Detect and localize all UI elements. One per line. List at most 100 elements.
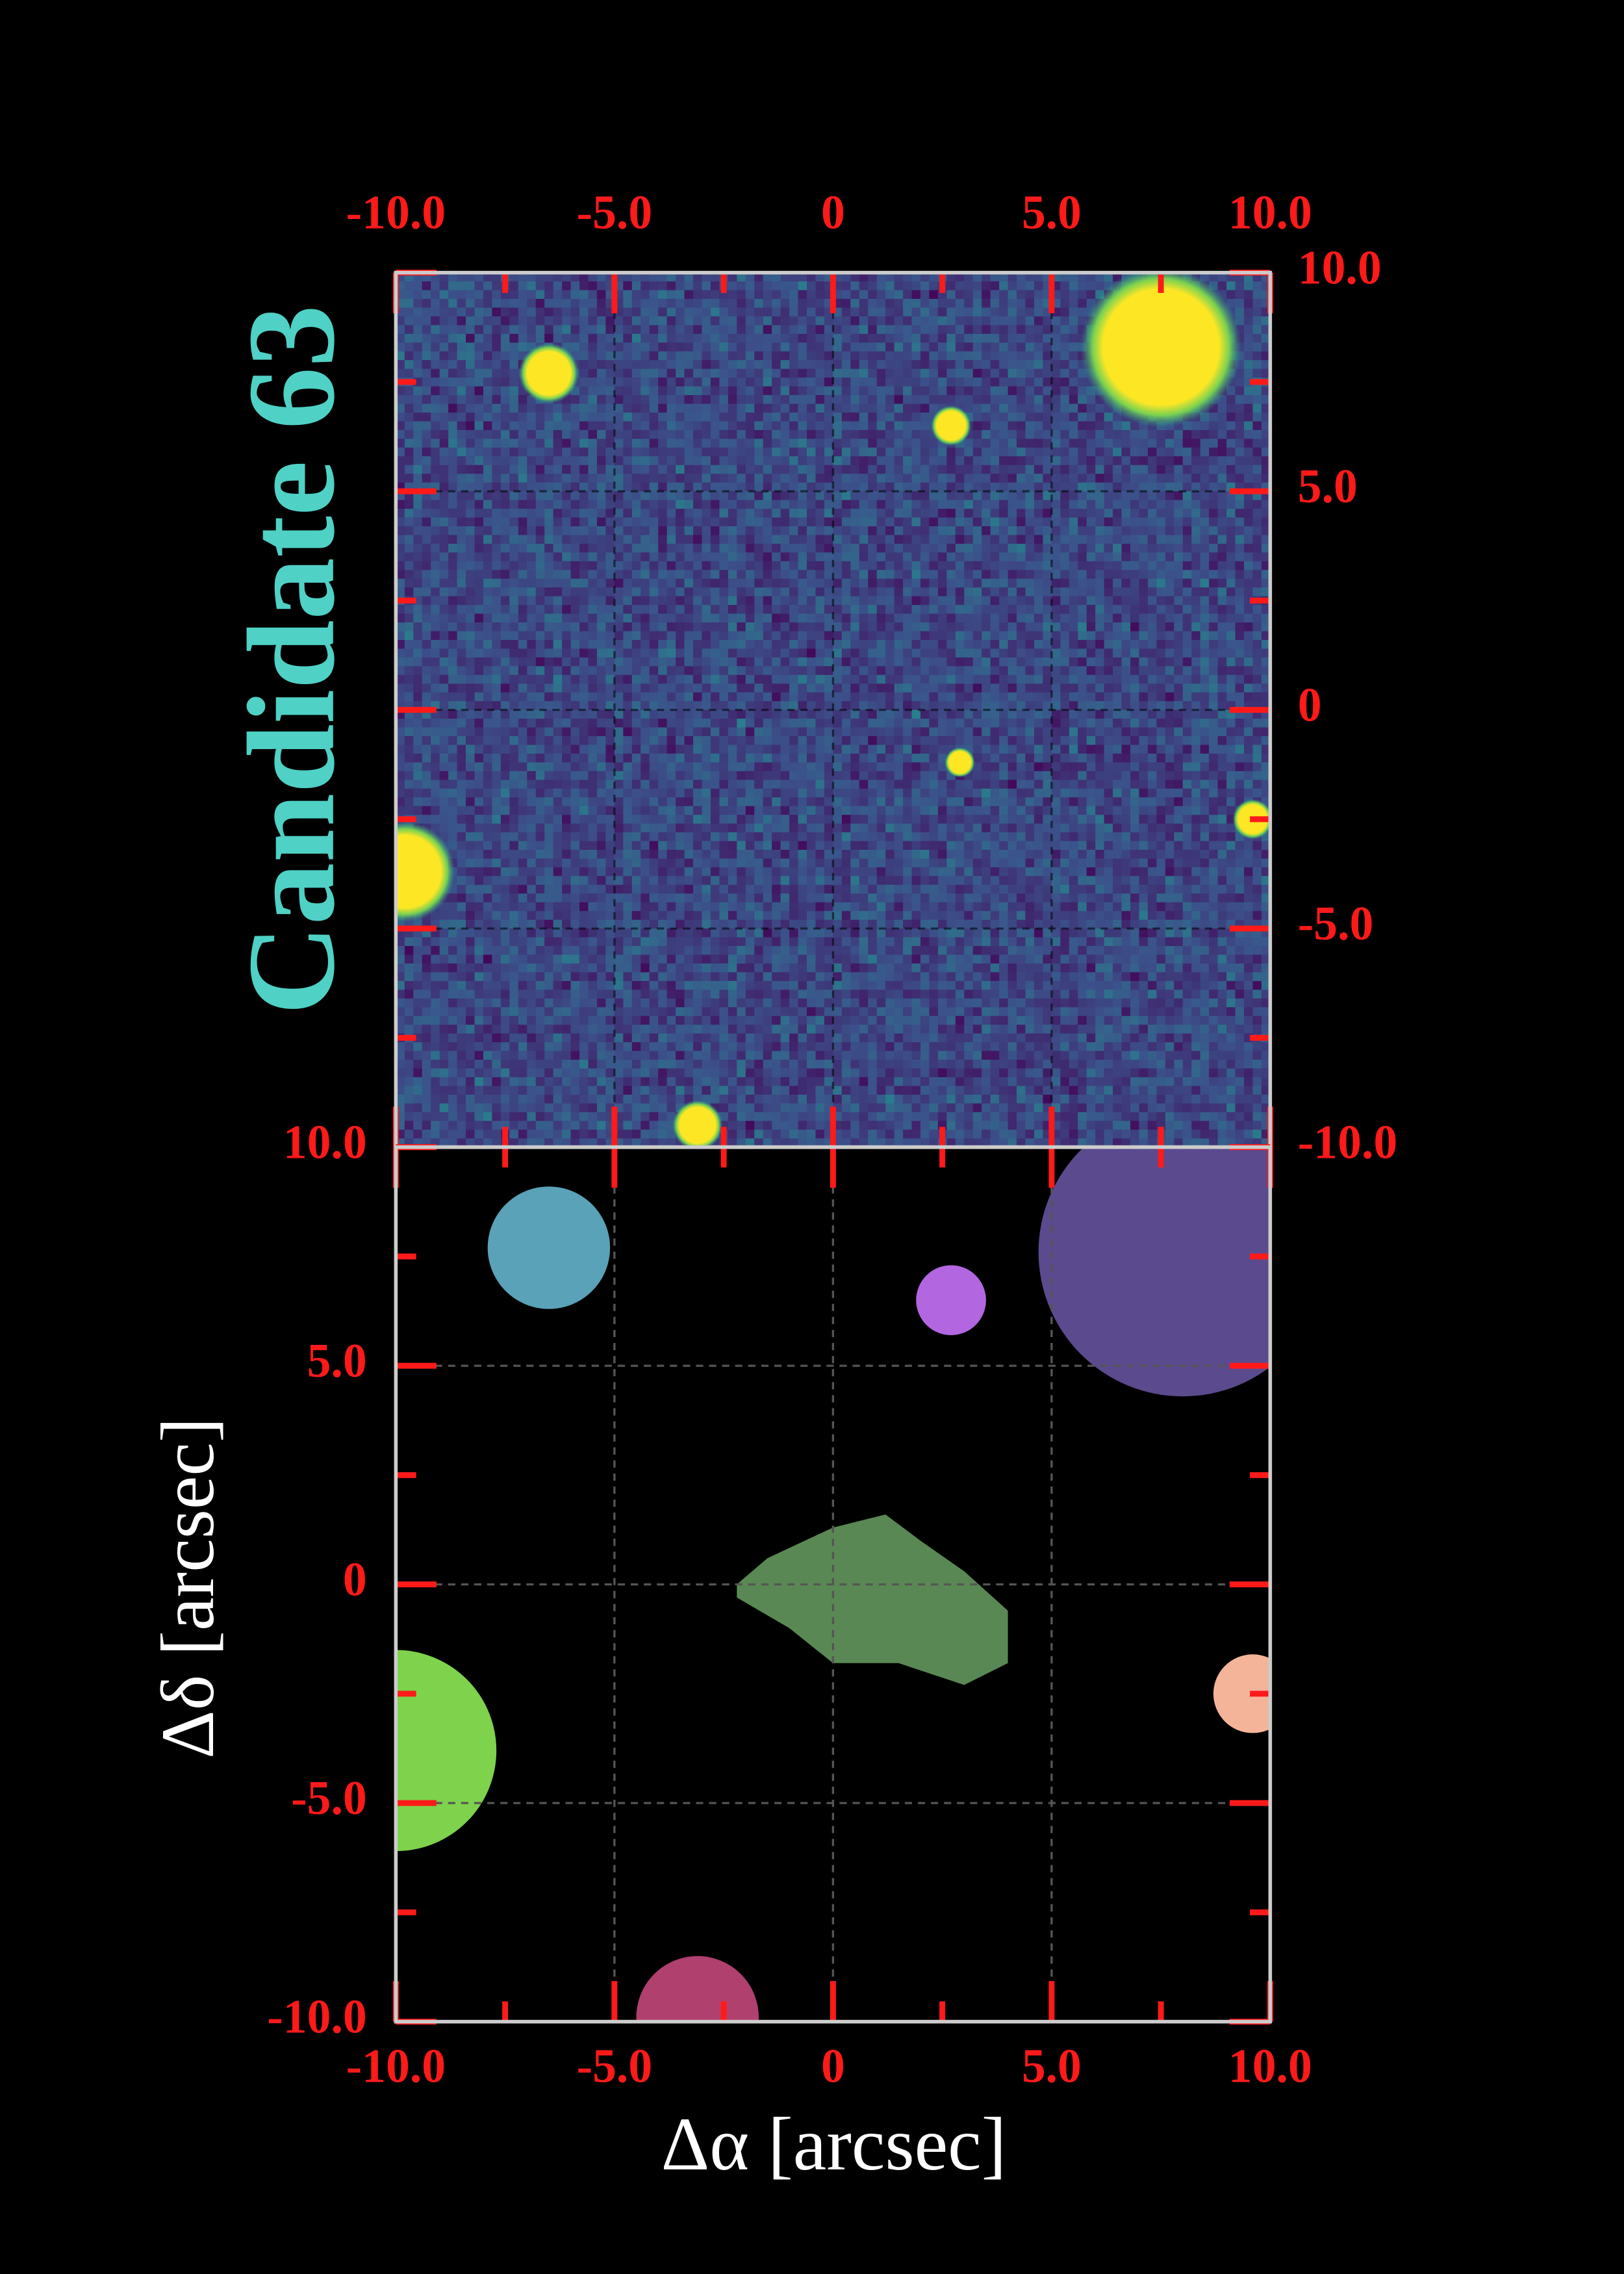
- pixel: [955, 395, 965, 405]
- pixel: [1008, 648, 1017, 658]
- pixel: [955, 386, 965, 396]
- pixel: [483, 587, 493, 597]
- pixel: [413, 500, 423, 509]
- pixel: [596, 351, 607, 361]
- pixel: [772, 596, 781, 606]
- pixel: [1252, 648, 1262, 658]
- pixel: [404, 631, 414, 641]
- pixel: [1078, 517, 1087, 527]
- pixel: [859, 535, 869, 544]
- pixel: [955, 526, 965, 536]
- pixel: [929, 622, 939, 632]
- pixel: [1060, 500, 1070, 509]
- pixel: [1130, 596, 1140, 606]
- pixel: [562, 403, 572, 413]
- pixel: [1243, 351, 1254, 361]
- pixel: [702, 509, 711, 518]
- pixel: [815, 648, 825, 658]
- pixel: [798, 535, 807, 544]
- pixel: [728, 639, 738, 650]
- pixel: [553, 447, 563, 457]
- pixel: [666, 351, 676, 361]
- pixel: [1147, 447, 1158, 457]
- pixel: [1174, 613, 1184, 623]
- pixel: [570, 299, 580, 309]
- pixel: [474, 316, 484, 326]
- pixel: [946, 622, 956, 632]
- pixel: [833, 482, 843, 492]
- pixel: [1095, 622, 1105, 632]
- pixel: [937, 500, 948, 509]
- pixel: [1217, 692, 1227, 702]
- pixel: [404, 316, 414, 326]
- pixel: [1139, 666, 1148, 676]
- pixel: [990, 447, 1000, 457]
- pixel: [1209, 666, 1219, 676]
- pixel: [570, 316, 580, 326]
- pixel: [483, 307, 493, 317]
- pixel: [763, 421, 773, 431]
- pixel: [1069, 447, 1079, 457]
- pixel: [1147, 596, 1158, 606]
- pixel: [483, 491, 493, 501]
- pixel: [999, 648, 1009, 658]
- pixel: [702, 465, 711, 475]
- pixel: [982, 386, 991, 396]
- pixel: [693, 535, 703, 544]
- pixel: [903, 386, 913, 396]
- pixel: [413, 386, 423, 396]
- pixel: [1095, 578, 1105, 589]
- pixel: [920, 342, 930, 352]
- pixel: [1017, 578, 1026, 589]
- pixel: [1069, 674, 1079, 685]
- pixel: [789, 622, 799, 632]
- pixel: [903, 613, 913, 623]
- pixel: [631, 631, 642, 641]
- pixel: [1025, 474, 1035, 483]
- pixel: [1252, 552, 1262, 562]
- pixel: [850, 570, 860, 580]
- pixel: [1008, 482, 1017, 492]
- pixel: [745, 429, 755, 440]
- pixel: [527, 316, 537, 326]
- pixel: [1121, 578, 1131, 589]
- pixel: [1121, 439, 1131, 448]
- pixel: [982, 605, 991, 615]
- pixel: [1069, 351, 1079, 361]
- pixel: [815, 456, 825, 466]
- pixel: [396, 474, 405, 483]
- pixel: [815, 377, 825, 387]
- pixel: [982, 526, 991, 536]
- pixel: [1025, 648, 1035, 658]
- pixel: [492, 587, 501, 597]
- pixel: [641, 666, 650, 676]
- pixel: [1174, 683, 1184, 693]
- pixel: [1121, 421, 1131, 431]
- pixel: [1104, 578, 1113, 589]
- pixel: [1174, 692, 1184, 702]
- pixel: [1043, 456, 1052, 466]
- pixel: [1095, 535, 1105, 544]
- pixel: [824, 666, 834, 676]
- pixel: [596, 360, 607, 370]
- pixel: [614, 509, 624, 518]
- pixel: [841, 474, 852, 483]
- pixel: [1200, 648, 1210, 658]
- pixel: [972, 578, 983, 589]
- pixel: [1174, 674, 1184, 685]
- pixel: [815, 596, 825, 606]
- pixel: [1217, 570, 1227, 580]
- pixel: [964, 631, 974, 641]
- pixel: [1034, 413, 1044, 422]
- pixel: [850, 290, 860, 300]
- pixel: [1156, 482, 1166, 492]
- pixel: [876, 526, 887, 536]
- pixel: [859, 587, 869, 597]
- pixel: [500, 403, 511, 413]
- pixel: [885, 325, 895, 335]
- pixel: [1252, 403, 1262, 413]
- pixel: [396, 500, 405, 509]
- pixel: [1069, 543, 1079, 554]
- pixel: [1095, 526, 1105, 536]
- pixel: [789, 395, 799, 405]
